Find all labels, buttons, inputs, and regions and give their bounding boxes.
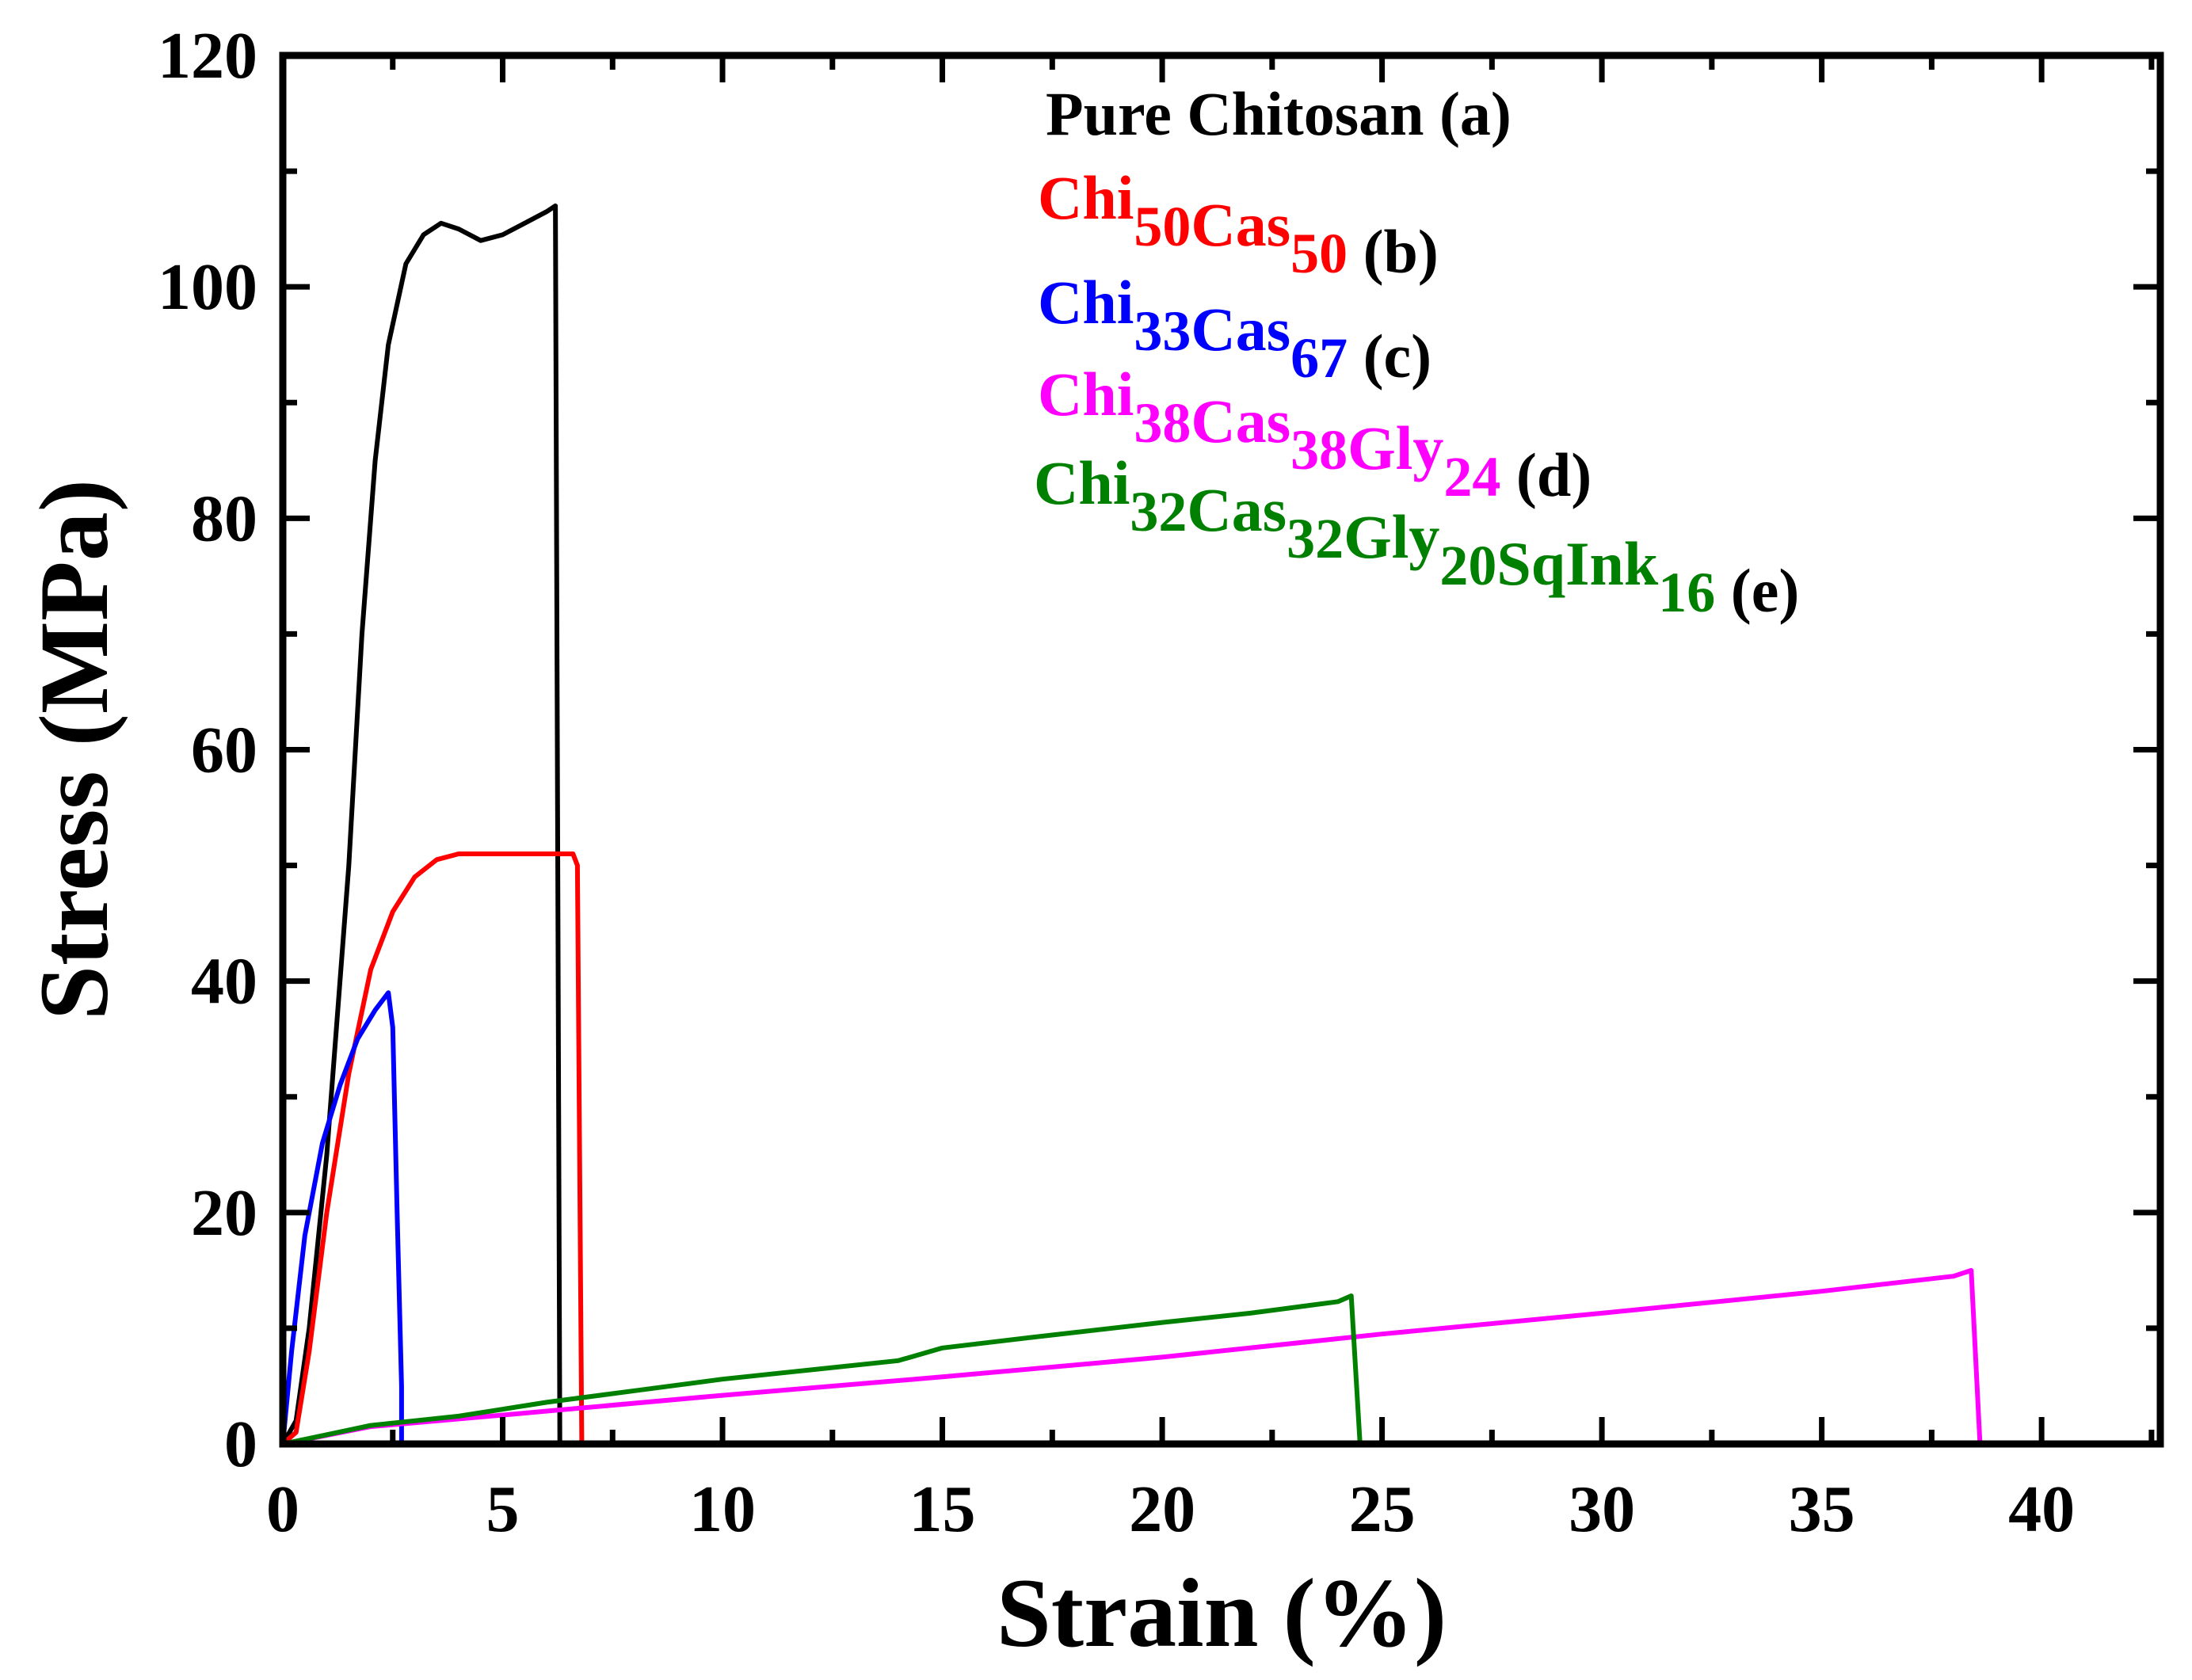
legend-entry-d: Chi38Cas38Gly24 (d) [1038,360,1592,509]
series-line-a [280,203,562,1446]
series-line-d [282,1267,1983,1446]
x-tick-label: 35 [1789,1472,1855,1546]
x-tick-label: 15 [909,1472,976,1546]
legend-entry-c: Chi33Cas67 (c) [1038,268,1431,390]
legend-entry-a: Pure Chitosan (a) [1046,79,1512,148]
series-line-c [280,990,404,1445]
legend: Pure Chitosan (a) Chi50Cas50 (b)Chi33Cas6… [1034,79,1799,625]
y-tick-label: 100 [158,250,257,324]
x-axis-title: Strain (%) [997,1559,1447,1667]
x-tick-label: 20 [1129,1472,1195,1546]
y-tick-label: 20 [191,1176,257,1250]
y-axis-title: Stress (MPa) [20,479,128,1020]
legend-entry-b: Chi50Cas50 (b) [1038,163,1439,286]
x-tick-label: 25 [1349,1472,1416,1546]
legend-entry-e: Chi32Cas32Gly20SqInk16 (e) [1034,448,1799,625]
x-tick-label: 5 [486,1472,520,1546]
y-tick-label: 60 [191,714,257,787]
series-line-e [282,1293,1363,1446]
y-tick-label: 80 [191,482,257,555]
plot-frame [279,51,2164,1448]
y-tick-label: 120 [158,19,257,93]
y-tick-label: 40 [191,945,257,1019]
y-tick-label: 0 [224,1408,257,1481]
x-tick-label: 0 [266,1472,299,1546]
series-line-b [281,851,585,1446]
x-tick-label: 10 [689,1472,756,1546]
x-tick-label: 40 [2008,1472,2075,1546]
series-layer [280,203,1983,1446]
x-tick-label: 30 [1569,1472,1635,1546]
tick-layer: 0 5 10 15 20 25 30 35 40 0 20 40 60 80 100 120 [158,19,2160,1546]
